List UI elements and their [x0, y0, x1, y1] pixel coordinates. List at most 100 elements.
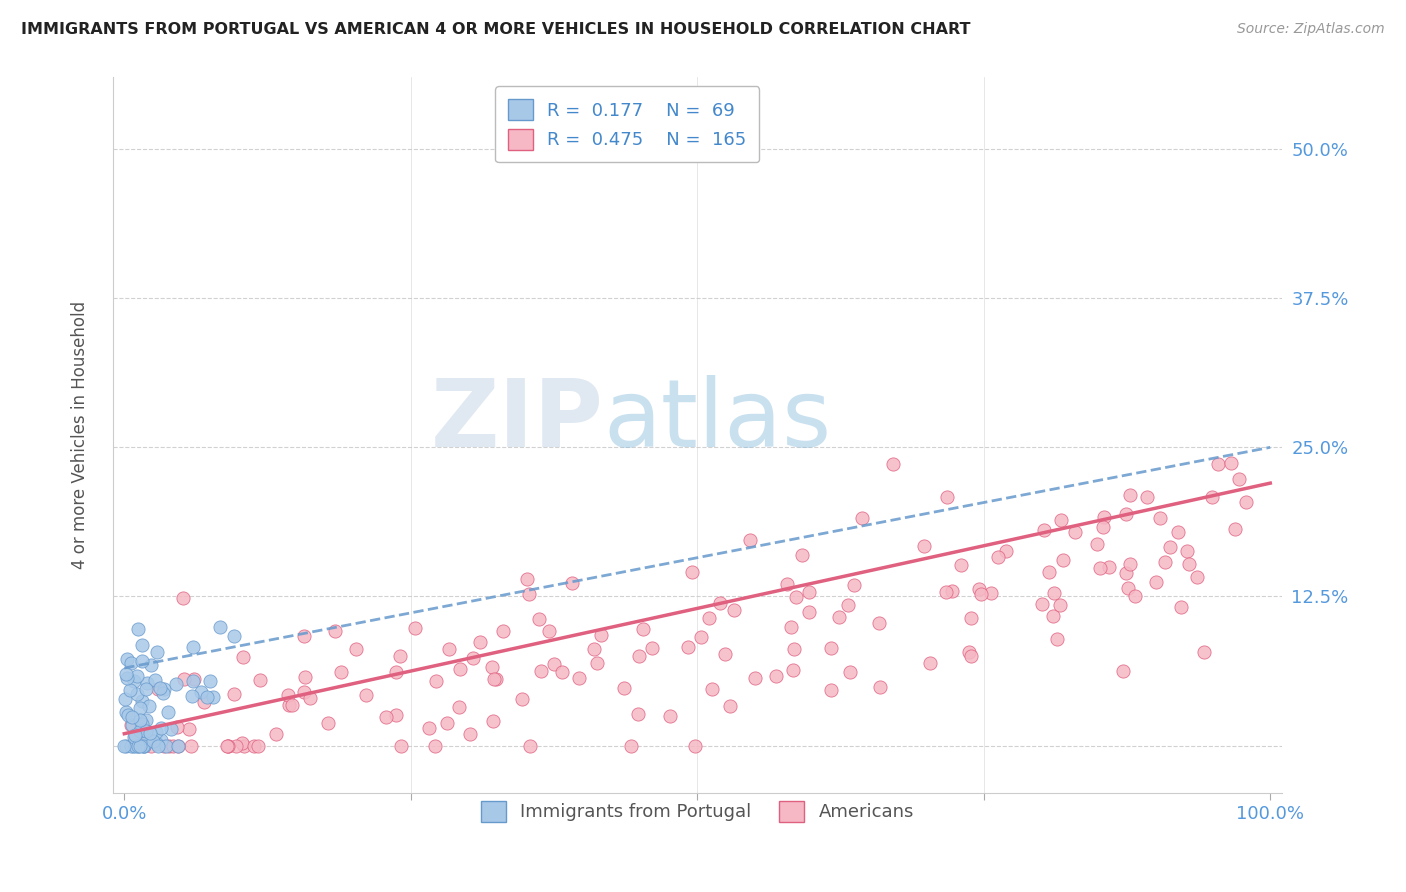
Point [153, 682, 176, 697]
Point [582, 642, 605, 657]
Point [641, 641, 664, 656]
Point [131, 654, 153, 668]
Y-axis label: 4 or more Vehicles in Household: 4 or more Vehicles in Household [72, 301, 89, 569]
Point [148, 681, 170, 696]
Point [131, 638, 153, 652]
Point [935, 585, 957, 599]
Point [920, 656, 942, 670]
Point [516, 572, 538, 586]
Point [1223, 522, 1246, 536]
Point [143, 673, 166, 687]
Point [1032, 523, 1054, 537]
Point [481, 714, 503, 728]
Point [820, 640, 842, 655]
Point [278, 698, 301, 712]
Point [1219, 456, 1241, 470]
Point [112, 739, 135, 753]
Point [1159, 540, 1181, 554]
Point [702, 681, 724, 696]
Point [128, 739, 150, 753]
Point [180, 739, 202, 753]
Point [298, 690, 321, 705]
Point [225, 739, 247, 753]
Point [681, 565, 703, 579]
Point [233, 739, 256, 753]
Point [868, 615, 890, 630]
Point [1098, 560, 1121, 574]
Point [586, 657, 609, 671]
Text: IMMIGRANTS FROM PORTUGAL VS AMERICAN 4 OR MORE VEHICLES IN HOUSEHOLD CORRELATION: IMMIGRANTS FROM PORTUGAL VS AMERICAN 4 O… [21, 22, 970, 37]
Point [512, 692, 534, 706]
Point [1031, 597, 1053, 611]
Point [740, 533, 762, 548]
Point [292, 684, 315, 698]
Point [1136, 490, 1159, 504]
Point [960, 648, 983, 663]
Point [1175, 544, 1198, 558]
Point [1049, 599, 1071, 613]
Point [839, 665, 862, 680]
Point [1201, 491, 1223, 505]
Point [127, 622, 149, 636]
Point [115, 739, 138, 753]
Point [776, 576, 799, 591]
Point [1085, 537, 1108, 551]
Point [132, 739, 155, 753]
Point [418, 722, 440, 736]
Point [222, 629, 245, 643]
Point [149, 721, 172, 735]
Point [959, 611, 981, 625]
Point [844, 578, 866, 592]
Point [785, 591, 807, 605]
Point [699, 610, 721, 624]
Point [134, 739, 156, 753]
Point [1043, 586, 1066, 600]
Point [792, 548, 814, 562]
Point [124, 739, 146, 753]
Point [232, 650, 254, 665]
Point [519, 739, 541, 753]
Point [177, 722, 200, 736]
Point [987, 550, 1010, 565]
Point [193, 695, 215, 709]
Point [388, 649, 411, 664]
Point [633, 622, 655, 636]
Point [1178, 557, 1201, 571]
Point [783, 642, 806, 657]
Point [1038, 565, 1060, 579]
Point [316, 716, 339, 731]
Point [1111, 664, 1133, 678]
Point [131, 694, 153, 708]
Point [529, 612, 551, 626]
Point [1144, 575, 1167, 590]
Point [132, 723, 155, 738]
Point [115, 671, 138, 685]
Point [837, 598, 859, 612]
Point [115, 666, 138, 681]
Point [404, 621, 426, 635]
Point [231, 736, 253, 750]
Point [354, 688, 377, 702]
Point [482, 673, 505, 687]
Point [1050, 513, 1073, 527]
Point [127, 739, 149, 753]
Point [374, 709, 396, 723]
Point [129, 723, 152, 738]
Point [1149, 511, 1171, 525]
Point [1064, 524, 1087, 539]
Point [135, 713, 157, 727]
Point [146, 645, 169, 659]
Point [138, 699, 160, 714]
Point [217, 739, 239, 753]
Point [470, 634, 492, 648]
Point [129, 700, 152, 714]
Point [436, 716, 458, 731]
Point [124, 728, 146, 742]
Point [135, 681, 157, 696]
Point [134, 739, 156, 753]
Point [215, 739, 238, 753]
Point [115, 705, 138, 719]
Point [1118, 581, 1140, 595]
Point [970, 587, 993, 601]
Point [385, 665, 408, 679]
